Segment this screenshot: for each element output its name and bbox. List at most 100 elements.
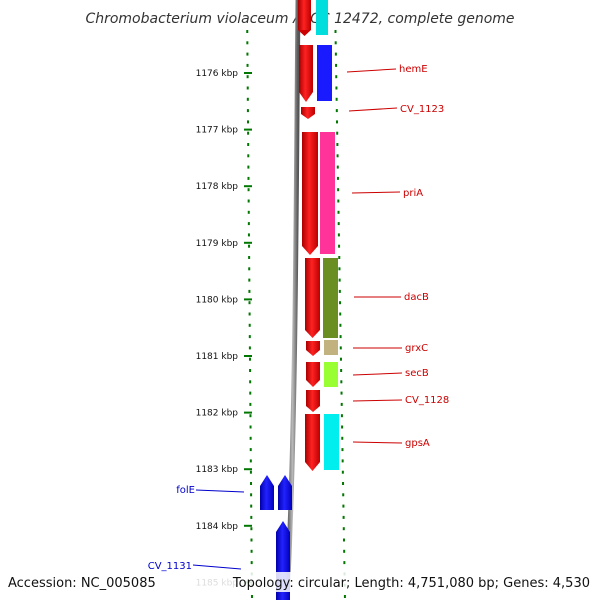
guide-dot: [246, 86, 249, 90]
guide-dot: [338, 278, 341, 282]
gene-arrow-priA[interactable]: [302, 132, 318, 255]
guide-dot: [335, 63, 338, 67]
scale-ticks: 1176 kbp 1177 kbp 1178 kbp 1179 kbp 1180 kbp…: [196, 69, 252, 588]
partial-gene-top-arrowhead: [298, 30, 311, 36]
scale-tick-label: 1184 kbp: [196, 522, 239, 532]
guide-dot: [250, 527, 253, 531]
guide-dot: [248, 357, 251, 361]
partial-cog-top: [316, 0, 328, 35]
gene-label-gpsA: gpsA: [405, 438, 430, 449]
guide-dot: [340, 391, 343, 395]
guide-dot: [337, 199, 340, 203]
guide-dot: [247, 210, 250, 214]
guide-dot: [247, 131, 250, 135]
guide-dot: [247, 120, 250, 124]
guide-dot: [249, 380, 252, 384]
guide-dot: [343, 595, 346, 598]
guide-dot: [247, 165, 250, 169]
guide-dot: [250, 538, 253, 542]
gene-arrow-CV_1123[interactable]: [301, 107, 315, 119]
guide-dot: [339, 323, 342, 327]
guide-dot: [337, 188, 340, 192]
guide-dot: [341, 470, 344, 474]
gene-label-CV_1123: CV_1123: [400, 104, 444, 115]
guide-dot: [248, 323, 251, 327]
guide-dot: [341, 425, 344, 429]
partial-gene-top: [298, 0, 311, 30]
guide-dot: [246, 75, 249, 79]
guide-dot: [334, 41, 337, 45]
scale-tick-label: 1182 kbp: [196, 409, 239, 419]
label-leaders: [192, 68, 403, 570]
guide-dot: [340, 414, 343, 418]
scale-tick-label: 1179 kbp: [196, 239, 239, 249]
gene-arrow-secB[interactable]: [306, 362, 320, 387]
guide-dot: [250, 482, 253, 485]
guide-dot: [343, 549, 346, 553]
guide-dot: [248, 335, 251, 339]
cog-box-hemE: [317, 45, 332, 101]
guide-dot: [247, 176, 250, 180]
gene-arrow-folE-part2[interactable]: [278, 475, 292, 510]
guide-dot: [247, 222, 250, 226]
guide-dot: [249, 425, 252, 429]
accession-text: Accession: NC_005085: [8, 576, 156, 591]
gene-arrow-CV_1128[interactable]: [306, 390, 320, 412]
guide-dot: [339, 346, 342, 350]
cog-box-secB: [324, 362, 338, 387]
guide-dot: [339, 357, 342, 361]
guide-dot: [249, 391, 252, 395]
guide-dot: [248, 267, 251, 271]
guide-dot: [246, 109, 249, 113]
guide-dot: [342, 482, 345, 485]
guide-dot: [339, 312, 342, 316]
guide-dot: [337, 222, 340, 226]
cog-box-priA: [320, 132, 335, 254]
guide-dot: [248, 289, 251, 293]
gene-features: [260, 0, 339, 600]
gene-label-hemE: hemE: [399, 64, 428, 75]
guide-dot: [250, 561, 253, 565]
guide-dot: [248, 256, 251, 259]
cog-box-dacB: [323, 258, 338, 338]
guide-dot: [336, 131, 339, 135]
guide-dot: [336, 165, 339, 169]
guide-dot: [337, 233, 340, 237]
guide-dot: [343, 561, 346, 565]
guide-dot: [250, 549, 253, 553]
guide-dot: [334, 52, 337, 56]
cog-box-grxC: [324, 340, 338, 355]
guide-dot: [339, 335, 342, 339]
scale-tick-label: 1180 kbp: [196, 295, 239, 305]
gene-arrow-folE[interactable]: [260, 475, 274, 510]
guide-dot: [342, 527, 345, 531]
guide-dot: [335, 97, 338, 101]
guide-dot: [340, 380, 343, 384]
gene-arrow-hemE[interactable]: [299, 45, 313, 102]
guide-dot: [249, 369, 252, 372]
gene-arrow-dacB[interactable]: [305, 258, 320, 338]
guide-dot: [335, 75, 338, 79]
guide-dot: [342, 538, 345, 542]
guide-dot: [338, 244, 341, 248]
gene-arrow-gpsA[interactable]: [305, 414, 320, 471]
guide-dot: [246, 41, 249, 45]
guide-dot: [337, 210, 340, 214]
gene-label-CV_1131: CV_1131: [148, 561, 192, 572]
cog-box-gpsA: [324, 414, 339, 470]
guide-dot: [335, 86, 338, 90]
guide-dot: [338, 256, 341, 259]
gene-arrow-grxC[interactable]: [306, 341, 320, 356]
gene-label-folE: folE: [176, 485, 195, 496]
guide-dot: [250, 595, 253, 598]
guide-dot: [341, 436, 344, 440]
guide-dot: [340, 402, 343, 406]
gene-label-secB: secB: [405, 368, 429, 379]
guide-dot: [335, 109, 338, 113]
guide-dot: [249, 470, 252, 474]
guide-dot: [336, 120, 339, 124]
footer-background: [0, 572, 600, 592]
guide-dot: [247, 233, 250, 237]
gene-label-priA: priA: [403, 188, 423, 199]
